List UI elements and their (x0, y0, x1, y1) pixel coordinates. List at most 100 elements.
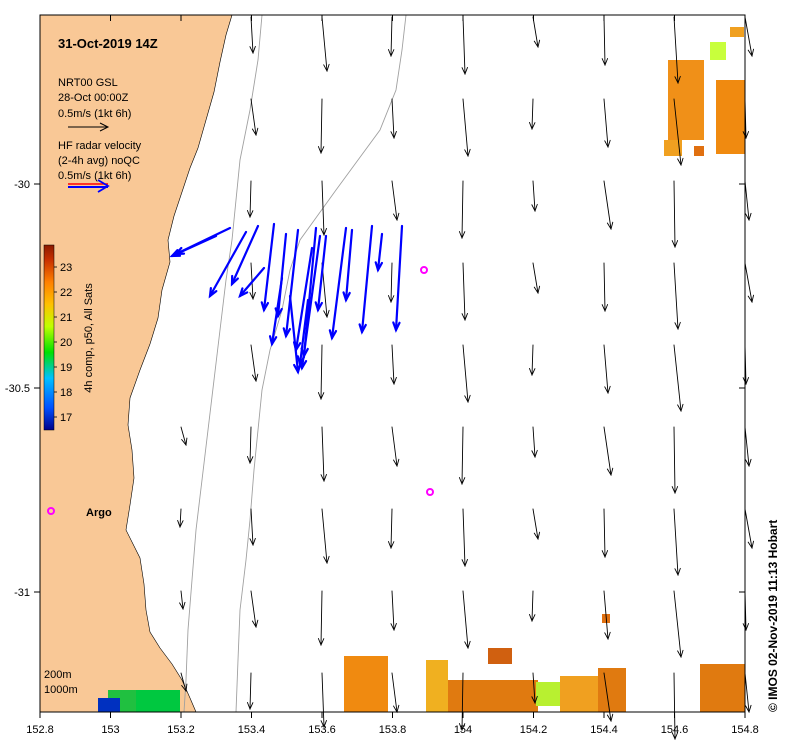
model-arrow (671, 426, 679, 495)
model-arrow (458, 672, 466, 732)
sst-patch (598, 668, 626, 712)
radar-arrow (260, 222, 276, 313)
sst-patch (560, 676, 600, 712)
argo-float-marker (426, 488, 434, 496)
model-arrow (458, 426, 466, 486)
sst-patch (694, 146, 704, 156)
map-title: 31-Oct-2019 14Z (58, 36, 158, 51)
y-tick-label: -31 (14, 587, 30, 599)
radar-arrow (282, 228, 300, 339)
model-arrow (601, 508, 609, 559)
sst-patch (448, 680, 538, 712)
model-arrow (673, 344, 684, 413)
x-tick-label: 154.4 (590, 724, 618, 736)
colorbar-label: 4h comp, p50, All Sats (83, 283, 95, 393)
coastline-land (39, 14, 233, 713)
model-arrow (529, 590, 536, 623)
model-arrow (671, 672, 679, 741)
radar-arrow (208, 230, 248, 299)
model-arrow (177, 508, 184, 529)
colorbar-tick-label: 21 (60, 312, 72, 324)
model-arrow (249, 508, 256, 547)
model-arrow (603, 672, 614, 723)
model-arrow (744, 262, 754, 304)
model-velocity-arrows (177, 16, 754, 741)
model-arrow (462, 98, 471, 158)
model-arrow (390, 98, 397, 140)
model-arrow (744, 16, 754, 58)
model-arrow (387, 16, 395, 58)
colorbar (43, 244, 55, 431)
model-arrow (320, 426, 327, 483)
radar-legend-arrow (68, 179, 110, 193)
y-tick-label: -30 (14, 179, 30, 191)
sst-patch (716, 80, 745, 154)
isobath-200m (183, 14, 263, 713)
model-arrow (671, 180, 679, 249)
model-arrow (673, 590, 684, 659)
sst-patch (536, 682, 562, 706)
model-arrow (532, 262, 541, 295)
model-arrow (317, 590, 325, 647)
model-arrow (391, 180, 400, 222)
x-tick-label: 153.6 (308, 724, 336, 736)
x-tick-label: 152.8 (26, 724, 54, 736)
depth-label-200m: 200m (44, 669, 72, 681)
radar-arrow (392, 224, 404, 333)
x-tick-label: 153.2 (167, 724, 195, 736)
radar-arrow (169, 234, 218, 258)
model-arrow (179, 590, 186, 611)
x-tick-label: 154.8 (731, 724, 759, 736)
x-tick-label: 154.2 (520, 724, 548, 736)
radar-arrow (328, 226, 348, 341)
sst-patch (98, 698, 120, 712)
colorbar-tick-label: 17 (60, 412, 72, 424)
x-tick-label: 154.6 (661, 724, 689, 736)
argo-label: Argo (86, 507, 112, 519)
model-arrow (317, 344, 325, 401)
radar-arrow (230, 224, 260, 287)
model-arrow (744, 508, 754, 550)
colorbar-tick-label: 18 (60, 387, 72, 399)
sst-patch (344, 656, 388, 712)
radar-arrow (314, 234, 328, 313)
model-arrow (461, 16, 468, 76)
argo-float-marker (420, 266, 428, 274)
model-arrow (744, 426, 752, 468)
radar-arrow (268, 276, 284, 347)
model-arrow (320, 672, 327, 729)
credit-text: © IMOS 02-Nov-2019 11:13 Hobart (766, 520, 780, 712)
depth-label-1000m: 1000m (44, 684, 78, 696)
sst-patches (98, 27, 745, 712)
model-arrow (531, 426, 538, 459)
radar-legend-line3: 0.5m/s (1kt 6h) (58, 170, 131, 182)
y-tick-label: -30.5 (5, 383, 30, 395)
model-arrow (247, 426, 254, 465)
model-arrow (180, 426, 188, 447)
model-arrow (247, 672, 254, 711)
model-arrow (532, 16, 541, 49)
model-arrow (603, 180, 614, 231)
model-legend-line2: 28-Oct 00:00Z (58, 92, 129, 104)
model-arrow (673, 98, 684, 167)
x-tick-label: 154 (454, 724, 472, 736)
model-arrow (744, 672, 752, 714)
x-tick-label: 153 (101, 724, 119, 736)
sst-patch (668, 60, 704, 140)
colorbar-tick-label: 22 (60, 287, 72, 299)
model-arrow (250, 98, 259, 137)
model-arrow (603, 426, 614, 477)
model-arrow (529, 98, 536, 131)
sst-patch (700, 664, 745, 712)
model-arrow (250, 344, 259, 383)
model-arrow (462, 344, 471, 404)
sst-patch (664, 140, 682, 156)
y-axis: -30 -30.5 -31 (5, 179, 745, 599)
radar-arrow (342, 228, 354, 303)
model-legend-arrow (68, 122, 110, 132)
model-arrow (603, 344, 611, 395)
model-arrow (321, 508, 330, 565)
colorbar-tick-label: 19 (60, 362, 72, 374)
colorbar-ticks: 23 22 21 20 19 18 17 (54, 262, 72, 424)
